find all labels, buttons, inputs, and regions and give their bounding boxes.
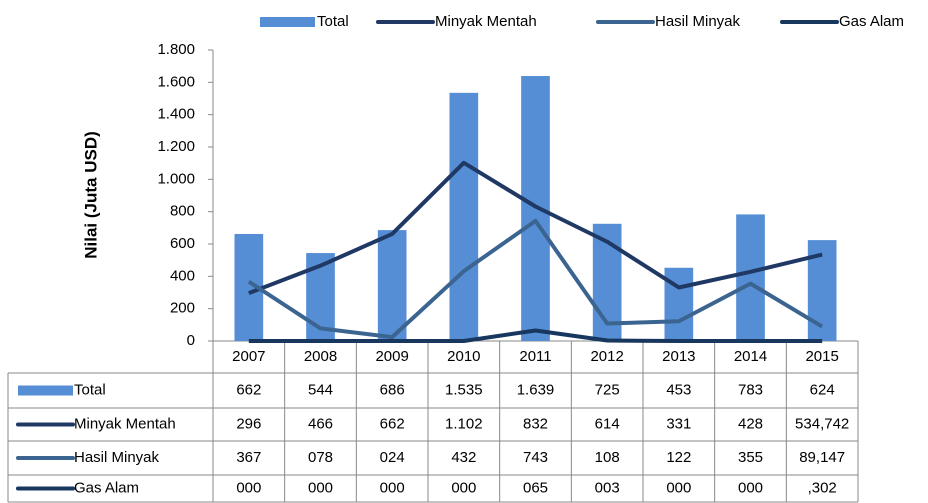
table-cell: 1.535	[445, 381, 483, 398]
bar	[377, 230, 407, 341]
x-tick-label: 2013	[662, 348, 695, 365]
table-series-label: Hasil Minyak	[74, 449, 160, 466]
legend-label: Hasil Minyak	[655, 13, 741, 30]
table-cell: 725	[595, 381, 620, 398]
line	[247, 218, 824, 340]
table-cell: 832	[523, 415, 548, 432]
table-cell: 432	[451, 449, 476, 466]
table-series-label: Total	[74, 381, 106, 398]
table-cell: 428	[738, 415, 763, 432]
table-cell: 065	[523, 479, 548, 496]
bar	[736, 214, 765, 341]
x-tick-label: 2015	[805, 348, 838, 365]
legend-label: Minyak Mentah	[435, 13, 537, 30]
table-cell: 1.639	[517, 381, 555, 398]
y-tick-label: 800	[170, 203, 195, 220]
table-cell: 000	[380, 479, 405, 496]
y-tick-label: 0	[187, 332, 195, 349]
table-cell: ,302	[808, 479, 837, 496]
table-cell: 686	[380, 381, 405, 398]
table-cell: 108	[595, 449, 620, 466]
table-cell: 624	[810, 381, 835, 398]
table-cell: 544	[308, 381, 333, 398]
table-cell: 024	[380, 449, 405, 466]
y-tick-label: 200	[170, 300, 195, 317]
table-cell: 89,147	[799, 449, 845, 466]
y-tick-label: 1.400	[157, 106, 195, 123]
legend-label: Total	[317, 13, 349, 30]
table-cell: 614	[595, 415, 620, 432]
table-cell: 000	[451, 479, 476, 496]
table-series-label: Gas Alam	[74, 479, 139, 496]
bar	[449, 92, 479, 341]
y-tick-label: 1.800	[157, 41, 195, 58]
table-cell: 355	[738, 449, 763, 466]
table-cell: 003	[595, 479, 620, 496]
line	[248, 160, 823, 296]
table-cell: 743	[523, 449, 548, 466]
table-cell: 783	[738, 381, 763, 398]
y-tick-label: 1.600	[157, 73, 195, 90]
y-tick-label: 600	[170, 235, 195, 252]
table-cell: 662	[380, 415, 405, 432]
x-tick-label: 2014	[734, 348, 767, 365]
table-cell: 1.102	[445, 415, 483, 432]
y-tick-label: 1.000	[157, 170, 195, 187]
x-tick-label: 2009	[375, 348, 408, 365]
legend-key	[18, 385, 73, 396]
table-cell: 367	[236, 449, 261, 466]
y-tick-label: 1.200	[157, 138, 195, 155]
y-axis-title: Nilai (Juta USD)	[81, 131, 100, 259]
x-tick-label: 2011	[519, 348, 551, 365]
x-tick-label: 2012	[590, 348, 623, 365]
x-tick-label: 2010	[447, 348, 480, 365]
table-cell: 078	[308, 449, 333, 466]
table-cell: 000	[308, 479, 333, 496]
legend-key	[260, 17, 315, 27]
table-cell: 662	[236, 381, 261, 398]
line	[248, 328, 823, 343]
table-cell: 000	[236, 479, 261, 496]
table-cell: 466	[308, 415, 333, 432]
table-cell: 453	[666, 381, 691, 398]
table-cell: 534,742	[795, 415, 849, 432]
x-tick-label: 2007	[232, 348, 265, 365]
table-cell: 000	[666, 479, 691, 496]
y-tick-label: 400	[170, 267, 195, 284]
legend-label: Gas Alam	[839, 13, 904, 30]
table-cell: 000	[738, 479, 763, 496]
table-cell: 122	[666, 449, 691, 466]
table-series-label: Minyak Mentah	[74, 415, 176, 432]
table-cell: 296	[236, 415, 261, 432]
x-tick-label: 2008	[304, 348, 337, 365]
table-cell: 331	[666, 415, 691, 432]
